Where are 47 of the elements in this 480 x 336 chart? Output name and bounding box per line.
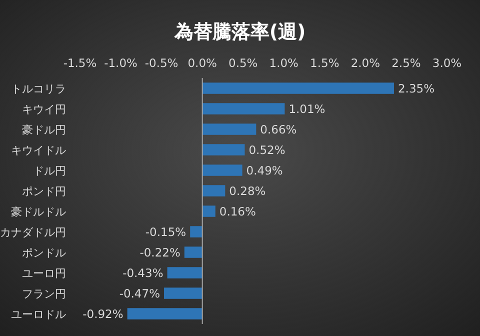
- data-label: -0.15%: [145, 224, 186, 239]
- y-tick-label: ユーロドル: [11, 308, 66, 321]
- bar: [202, 103, 285, 114]
- bar: [202, 185, 226, 196]
- bar: [202, 82, 394, 94]
- y-tick-label: ユーロ円: [22, 266, 66, 280]
- data-label: 2.35%: [398, 81, 435, 96]
- x-tick-label: 1.5%: [310, 56, 340, 70]
- x-tick-label: -1.5%: [63, 56, 97, 70]
- x-tick-label: -1.0%: [104, 56, 138, 70]
- y-tick-label: カナダドル円: [0, 226, 66, 239]
- bar: [202, 124, 256, 135]
- data-label: 0.52%: [248, 142, 286, 157]
- data-label: 0.16%: [219, 204, 256, 218]
- y-tick-label: ポンドル: [22, 246, 66, 260]
- y-tick-label: ポンド円: [22, 184, 66, 198]
- data-label: 0.66%: [260, 122, 297, 136]
- y-tick-label: キウイ円: [22, 102, 66, 116]
- bar: [202, 144, 245, 156]
- x-tick-label: 0.5%: [228, 56, 258, 70]
- bar: [164, 288, 202, 299]
- data-label: 0.28%: [229, 184, 266, 198]
- chart-title: 為替騰落率(週): [173, 21, 306, 43]
- y-tick-label: トルコリラ: [11, 82, 66, 96]
- x-tick-label: 1.0%: [269, 56, 299, 70]
- x-tick-label: -0.5%: [144, 56, 178, 70]
- bar: [202, 206, 216, 217]
- data-label: 0.49%: [246, 163, 283, 178]
- data-label: -0.22%: [140, 245, 180, 260]
- y-tick-label: ドル円: [33, 164, 66, 178]
- bar: [190, 226, 202, 238]
- data-label: 1.01%: [288, 102, 326, 116]
- x-tick-label: 2.0%: [350, 56, 380, 70]
- y-tick-label: 豪ドルドル: [11, 205, 66, 218]
- y-tick-label: フラン円: [22, 287, 66, 300]
- x-tick-label: 2.5%: [392, 56, 421, 70]
- bar: [202, 164, 242, 176]
- data-label: -0.43%: [122, 266, 164, 280]
- bar: [184, 246, 202, 258]
- x-tick-label: 0.0%: [188, 56, 218, 70]
- x-tick-label: 3.0%: [432, 56, 462, 70]
- data-label: -0.47%: [119, 286, 160, 300]
- y-tick-label: キウイドル: [11, 144, 66, 157]
- bar: [127, 308, 202, 320]
- y-tick-label: 豪ドル円: [22, 123, 66, 136]
- data-label: -0.92%: [82, 306, 124, 321]
- bar: [167, 267, 202, 278]
